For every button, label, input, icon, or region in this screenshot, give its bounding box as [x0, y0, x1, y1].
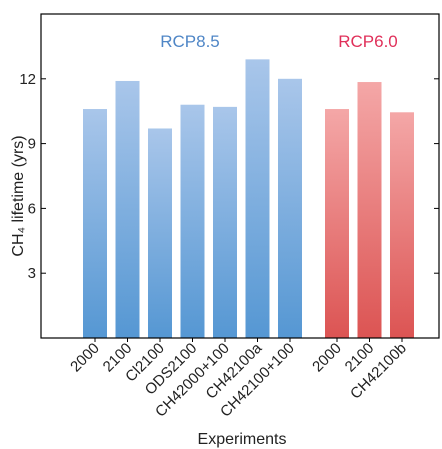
x-tick-label: 2000 [309, 340, 345, 376]
bars-layer [83, 59, 414, 339]
y-tick-label: 12 [19, 71, 36, 88]
bar-rcp85-cl2100 [148, 128, 172, 338]
bar-rcp60-2100 [357, 82, 382, 338]
bar-rcp85-ch42100100 [278, 78, 302, 339]
x-axis-title: Experiments [198, 431, 287, 448]
y-tick-label: 3 [28, 265, 36, 282]
y-axis-title: CH₄ lifetime (yrs) [10, 135, 27, 256]
bar-rcp85-ch42100a [245, 59, 270, 339]
group-labels: RCP8.5 RCP6.0 [160, 32, 398, 51]
bar-rcp60-2000 [325, 109, 349, 338]
y-tick-label: 6 [28, 200, 36, 217]
bar-rcp85-ods2100 [180, 104, 205, 338]
y-tick-label: 9 [28, 136, 36, 153]
plot-frame [40, 13, 440, 339]
bar-rcp85-ch42000100 [213, 106, 237, 338]
bar-rcp60-ch42100b [390, 112, 414, 338]
bar-rcp85-2100 [115, 80, 140, 339]
x-tick-label: 2000 [67, 340, 103, 376]
bar-rcp85-2000 [83, 109, 107, 338]
x-axis: 20002100Cl2100ODS2100CH42000+100CH42100a… [67, 338, 410, 421]
y-axis: 3 6 9 12 [19, 71, 439, 282]
group-label-rcp60: RCP6.0 [338, 32, 398, 51]
group-label-rcp85: RCP8.5 [160, 32, 220, 51]
